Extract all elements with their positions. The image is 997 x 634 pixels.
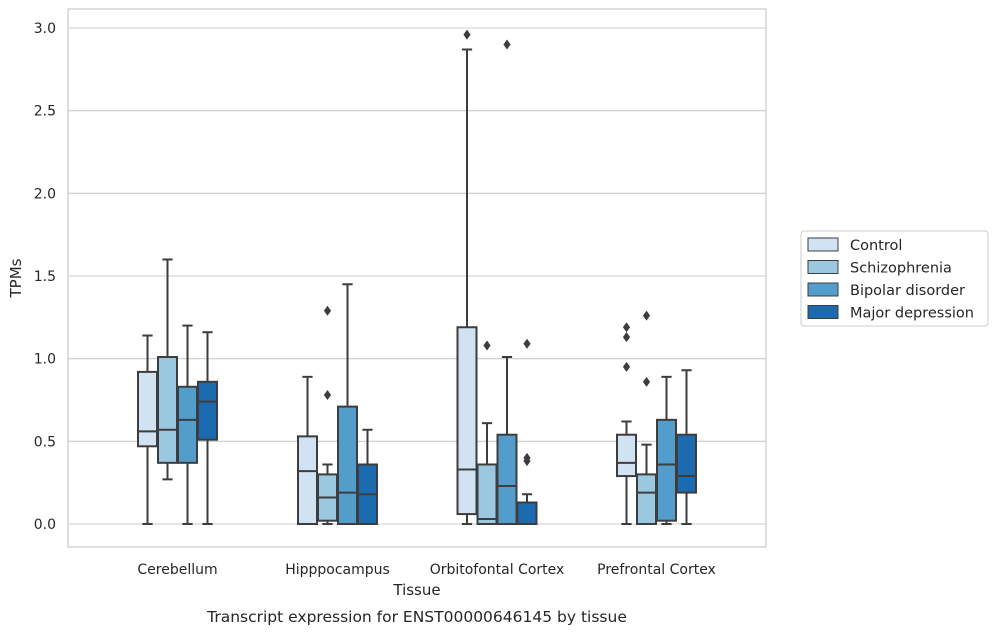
legend-swatch xyxy=(807,260,839,274)
x-tick-label: Prefrontal Cortex xyxy=(597,562,716,578)
box xyxy=(157,258,178,481)
outlier-point xyxy=(622,322,631,333)
box xyxy=(616,322,637,525)
legend-swatch xyxy=(807,305,839,319)
box-series xyxy=(137,29,697,526)
iqr-box xyxy=(137,370,158,448)
series-schizophrenia xyxy=(157,258,657,526)
iqr-box xyxy=(636,473,657,525)
y-tick-label: 0.0 xyxy=(34,517,56,533)
outlier-point xyxy=(642,376,651,387)
outlier-point xyxy=(483,340,491,351)
outlier-point xyxy=(323,305,332,316)
y-tick-label: 3.0 xyxy=(34,21,56,37)
legend-swatch xyxy=(807,282,839,297)
legend-label: Schizophrenia xyxy=(850,261,952,277)
legend-item: Major depression xyxy=(807,305,974,322)
x-tick-label: Hipppocampus xyxy=(285,562,390,578)
y-tick-label: 2.5 xyxy=(34,104,56,120)
outlier-point xyxy=(323,390,332,401)
box xyxy=(476,340,498,526)
y-tick-label: 1.5 xyxy=(34,269,56,285)
iqr-box xyxy=(656,418,677,522)
x-tick-label: Orbitofontal Cortex xyxy=(430,562,565,578)
y-tick-label: 0.5 xyxy=(34,434,56,450)
series-bipolar-disorder xyxy=(177,39,677,526)
box xyxy=(337,283,358,526)
outlier-point xyxy=(463,29,471,40)
box xyxy=(137,334,158,525)
legend-item: Schizophrenia xyxy=(807,260,952,277)
iqr-box xyxy=(516,501,538,525)
y-tick-label: 2.0 xyxy=(34,186,56,202)
legend-frame xyxy=(800,230,989,327)
iqr-box xyxy=(157,356,178,464)
iqr-box xyxy=(476,463,498,526)
y-tick-labels: 0.0 0.5 1.0 1.5 2.0 2.5 3.0 xyxy=(34,21,56,533)
legend-item: Control xyxy=(807,237,902,254)
x-tick-labels: Cerebellum Hipppocampus Orbitofontal Corte… xyxy=(137,562,715,578)
iqr-box xyxy=(337,405,358,526)
series-major-depression xyxy=(197,331,697,526)
legend-swatch xyxy=(807,237,839,252)
legend-label: Major depression xyxy=(850,306,974,322)
chart-caption: Transcript expression for ENST0000064614… xyxy=(206,608,627,626)
y-tick-label: 1.0 xyxy=(34,352,56,368)
legend-label: Control xyxy=(850,238,902,254)
x-axis-label: Tissue xyxy=(392,581,440,599)
plot-frame xyxy=(67,8,767,548)
box xyxy=(636,310,657,525)
box xyxy=(456,29,478,525)
iqr-box xyxy=(676,433,697,494)
x-tick-label: Cerebellum xyxy=(137,562,217,578)
box xyxy=(297,375,318,525)
legend-item: Bipolar disorder xyxy=(807,282,965,299)
outlier-point xyxy=(642,310,651,321)
iqr-box xyxy=(496,433,518,525)
box xyxy=(656,375,677,525)
outlier-point xyxy=(622,332,631,343)
y-axis-label: TPMs xyxy=(7,258,25,298)
box xyxy=(676,369,697,525)
series-control xyxy=(137,29,637,525)
box xyxy=(317,305,338,525)
iqr-box xyxy=(297,435,318,525)
outlier-point xyxy=(622,361,631,372)
outlier-point xyxy=(503,39,511,50)
box xyxy=(357,428,378,526)
legend-label: Bipolar disorder xyxy=(850,283,965,299)
box xyxy=(516,338,538,525)
box xyxy=(197,331,218,525)
box xyxy=(177,324,198,525)
iqr-box xyxy=(177,385,198,464)
outlier-point xyxy=(523,338,531,349)
box xyxy=(496,39,518,525)
legend: Control Schizophrenia Bipolar disorder Majo… xyxy=(800,230,989,327)
outlier-point xyxy=(523,452,531,463)
iqr-box xyxy=(616,433,637,478)
iqr-box xyxy=(197,380,218,441)
iqr-box xyxy=(456,326,478,516)
